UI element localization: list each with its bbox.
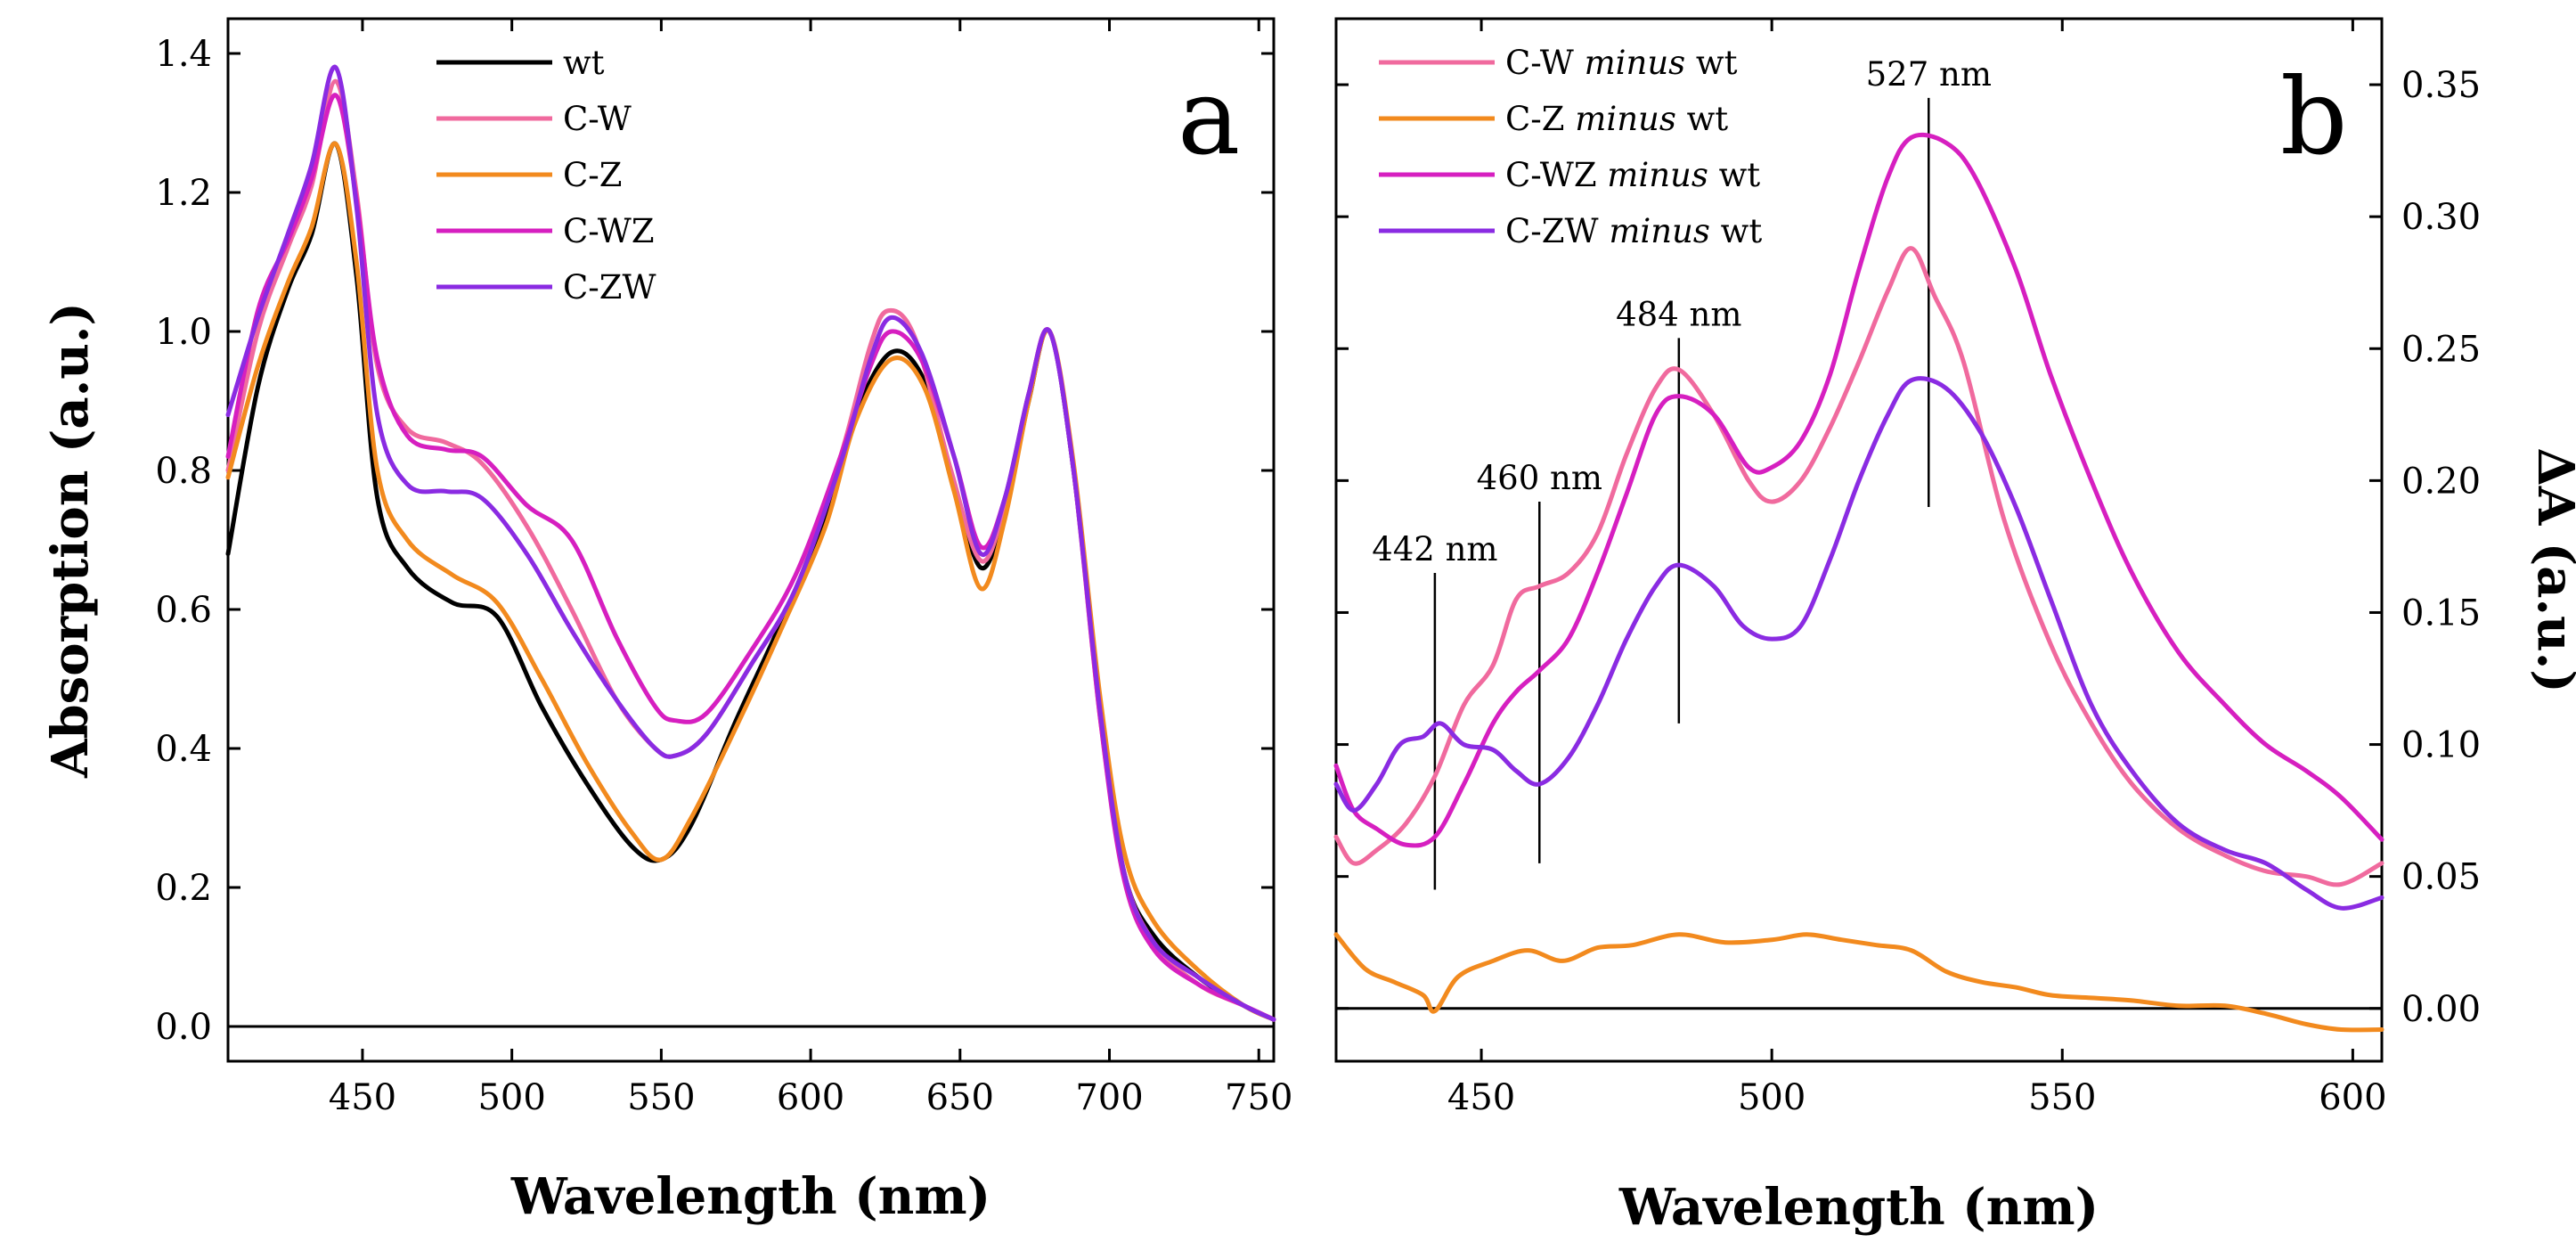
panel-b-x-axis-title: Wavelength (nm) xyxy=(1618,1178,2099,1237)
annotation-label: 442 nm xyxy=(1372,530,1497,568)
x-tick-label: 650 xyxy=(926,1077,994,1118)
panel-a: 450 500 550 600 650 700 750 0.0 0.2 0.4 0.6 0.8 1.0 1… xyxy=(41,17,1292,1226)
panel-a-ticks: 450 500 550 600 650 700 750 0.0 0.2 0.4 0.6 0.8 1.0 1… xyxy=(155,19,1292,1118)
annotation-label: 527 nm xyxy=(1866,55,1992,94)
legend-label: C-W xyxy=(563,100,632,138)
x-tick-label: 750 xyxy=(1225,1077,1292,1118)
panel-b-series-group xyxy=(1333,132,2384,1033)
series-line-c-w xyxy=(225,78,1276,1022)
panel-b-annotations: 442 nm 460 nm 484 nm 527 nm xyxy=(1372,55,1992,890)
y-tick-label: 0.15 xyxy=(2401,593,2481,634)
panel-a-series-group xyxy=(225,65,1276,1028)
x-tick-label: 450 xyxy=(1447,1077,1515,1118)
y-tick-label: 0.6 xyxy=(155,590,212,631)
x-tick-label: 500 xyxy=(1738,1077,1806,1118)
y-tick-label: 0.10 xyxy=(2401,725,2481,766)
legend-label: C-Z xyxy=(563,156,623,194)
x-tick-label: 550 xyxy=(2028,1077,2096,1118)
y-tick-label: 1.2 xyxy=(155,173,212,214)
y-tick-label: 0.0 xyxy=(155,1007,212,1048)
y-tick-label: 0.30 xyxy=(2401,197,2481,238)
y-tick-label: 0.25 xyxy=(2401,329,2481,370)
series-line-c-z xyxy=(225,141,1276,1022)
x-tick-label: 600 xyxy=(777,1077,844,1118)
legend-label: C-ZW xyxy=(563,268,656,307)
y-tick-label: 0.2 xyxy=(155,868,212,909)
y-tick-label: 0.35 xyxy=(2401,65,2481,106)
panel-a-y-axis-title: Absorption (a.u.) xyxy=(41,302,100,779)
series-line-c-zw xyxy=(225,65,1276,1022)
series-line-wt xyxy=(225,141,1276,1022)
panel-b-letter: b xyxy=(2280,55,2348,178)
panel-b-y-axis-title: ΔA (a.u.) xyxy=(2526,447,2576,692)
y-tick-label: 0.20 xyxy=(2401,461,2481,502)
y-tick-label: 0.05 xyxy=(2401,857,2481,898)
panel-a-letter: a xyxy=(1178,55,1240,178)
panel-b-plot-frame xyxy=(1334,17,2384,1063)
panel-b-legend: C-W minus wt C-Z minus wt C-WZ minus wt C-Z… xyxy=(1379,44,1762,250)
series-line-c-wz xyxy=(225,93,1276,1022)
annotation-label: 484 nm xyxy=(1616,295,1741,333)
legend-label: wt xyxy=(563,44,605,82)
series-line-c-w-minus-wt xyxy=(1333,246,2384,887)
panel-a-x-axis-title: Wavelength (nm) xyxy=(510,1167,990,1226)
panel-b-ticks: 450 500 550 600 0.00 0.05 0.10 0.15 0.20 0.25 0.30… xyxy=(1336,19,2481,1118)
annotation-label: 460 nm xyxy=(1477,459,1602,497)
series-line-c-z-minus-wt xyxy=(1333,932,2384,1033)
legend-label: C-WZ xyxy=(563,212,655,250)
x-tick-label: 600 xyxy=(2319,1077,2386,1118)
panel-b: 450 500 550 600 0.00 0.05 0.10 0.15 0.20 0.25 0.30… xyxy=(1333,17,2576,1237)
x-tick-label: 700 xyxy=(1075,1077,1143,1118)
y-tick-label: 0.8 xyxy=(155,451,212,492)
panel-a-plot-frame xyxy=(226,17,1276,1063)
x-tick-label: 550 xyxy=(627,1077,695,1118)
y-tick-label: 0.00 xyxy=(2401,989,2481,1030)
legend-label: C-Z minus wt xyxy=(1505,100,1728,138)
y-tick-label: 1.0 xyxy=(155,312,212,353)
series-line-c-zw-minus-wt xyxy=(1333,376,2384,911)
y-tick-label: 0.4 xyxy=(155,729,212,770)
legend-label: C-WZ minus wt xyxy=(1505,156,1760,194)
x-tick-label: 500 xyxy=(477,1077,545,1118)
series-line-c-wz-minus-wt xyxy=(1333,132,2384,848)
y-tick-label: 1.4 xyxy=(155,34,212,75)
x-tick-label: 450 xyxy=(329,1077,396,1118)
legend-label: C-ZW minus wt xyxy=(1505,212,1762,250)
legend-label: C-W minus wt xyxy=(1505,44,1738,82)
panel-a-legend: wt C-W C-Z C-WZ C-ZW xyxy=(436,44,656,307)
